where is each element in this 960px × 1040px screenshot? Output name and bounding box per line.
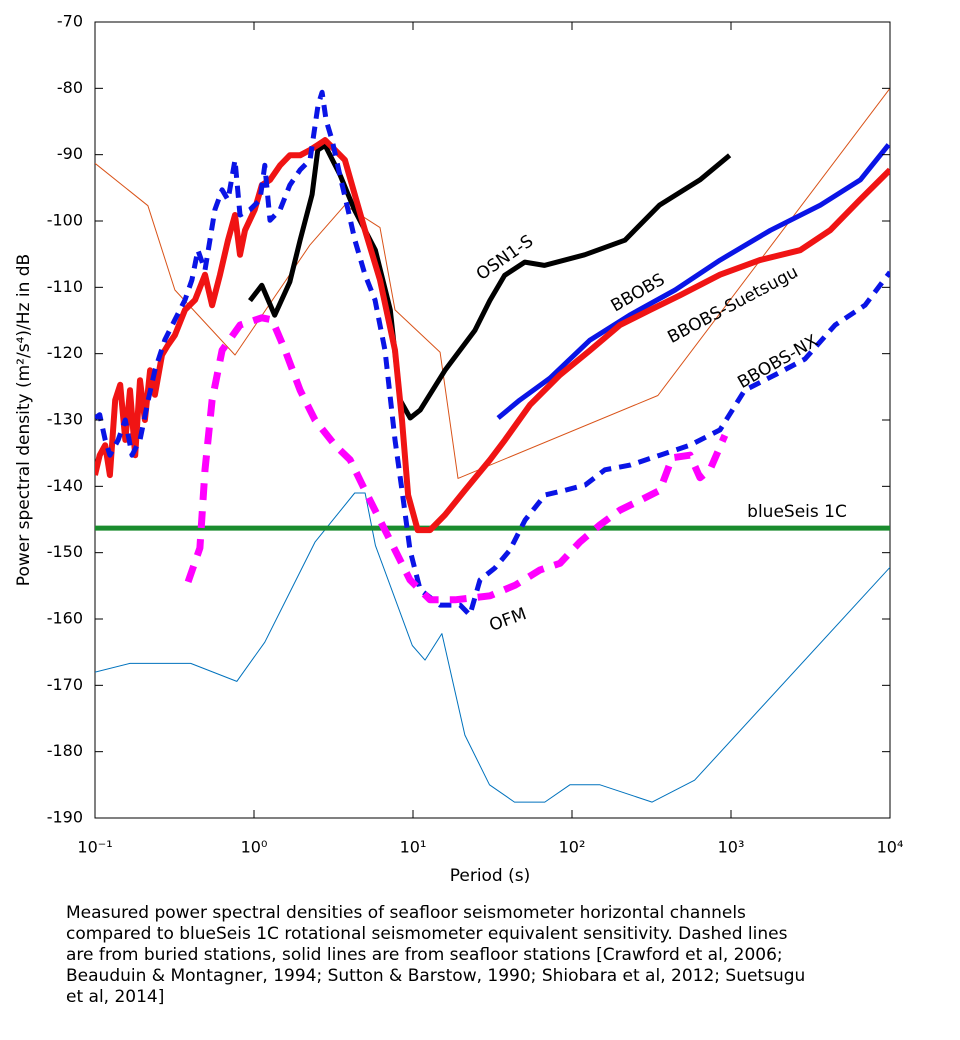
series-label: blueSeis 1C — [747, 502, 847, 522]
y-tick-label: -160 — [47, 609, 83, 628]
y-tick-label: -110 — [47, 277, 83, 296]
series-line — [184, 314, 729, 604]
caption-line: Beauduin & Montagner, 1994; Sutton & Bar… — [66, 966, 805, 986]
y-tick-label: -170 — [47, 675, 83, 694]
y-tick-label: -140 — [47, 476, 83, 495]
plot-area — [95, 87, 890, 803]
y-tick-label: -70 — [57, 12, 83, 31]
series-line — [95, 137, 890, 534]
caption-line: compared to blueSeis 1C rotational seism… — [66, 924, 788, 944]
caption-line: et al, 2014] — [66, 987, 164, 1007]
y-axis-label: Power spectral density (m²/s⁴)/Hz in dB — [14, 254, 34, 586]
series-label: BBOBS-Suetsugu — [664, 262, 801, 348]
plot-frame — [94, 21, 891, 819]
series-line — [95, 89, 890, 618]
series-label: BBOBS-NX — [734, 331, 821, 393]
x-tick-label: 10¹ — [400, 838, 427, 857]
y-tick-label: -180 — [47, 741, 83, 760]
caption-line: Measured power spectral densities of sea… — [66, 903, 746, 923]
series-line — [95, 492, 890, 803]
x-tick-label: 10³ — [718, 838, 745, 857]
x-tick-label: 10² — [559, 838, 586, 857]
series-label: OFM — [487, 604, 529, 636]
y-tick-label: -130 — [47, 410, 83, 429]
x-tick-label: 10⁰ — [241, 838, 268, 857]
series-line — [248, 142, 732, 421]
y-tick-label: -150 — [47, 542, 83, 561]
x-tick-label: 10⁴ — [877, 838, 904, 857]
y-tick-label: -80 — [57, 78, 83, 97]
x-axis-label: Period (s) — [450, 866, 531, 886]
x-tick-label: 10⁻¹ — [77, 838, 112, 857]
series-line — [496, 143, 890, 420]
y-tick-label: -100 — [47, 211, 83, 230]
y-tick-label: -120 — [47, 343, 83, 362]
y-tick-label: -90 — [57, 144, 83, 163]
y-tick-label: -190 — [47, 808, 83, 827]
caption-line: are from buried stations, solid lines ar… — [66, 945, 783, 965]
